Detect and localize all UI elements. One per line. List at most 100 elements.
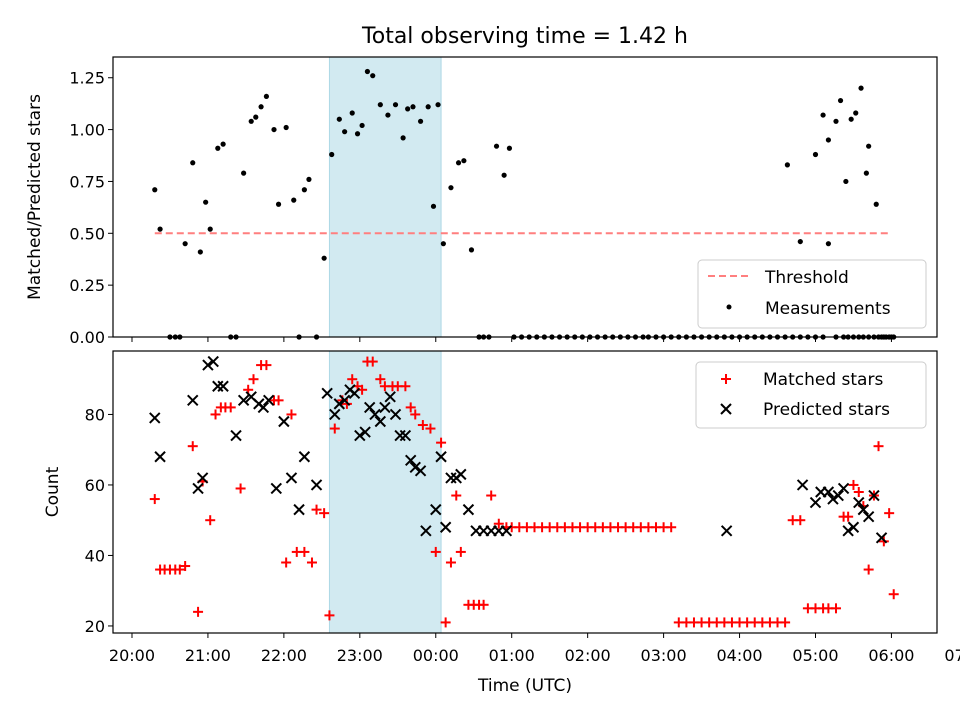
predicted-point xyxy=(445,472,457,484)
predicted-point xyxy=(847,521,860,533)
measurement-point xyxy=(370,73,376,79)
predicted-point xyxy=(187,394,199,407)
measurement-point xyxy=(784,162,790,168)
measurement-point xyxy=(253,114,259,120)
measurement-point xyxy=(377,102,383,108)
predicted-point xyxy=(359,426,371,438)
measurement-point xyxy=(248,118,254,124)
matched-point xyxy=(780,617,791,628)
predicted-point xyxy=(796,479,809,491)
y-tick-label: 60 xyxy=(85,476,105,495)
predicted-point xyxy=(333,398,346,410)
predicted-point xyxy=(374,415,387,428)
measurement-point xyxy=(258,104,264,110)
matched-point xyxy=(478,599,489,610)
matched-point xyxy=(149,494,160,505)
matched-point xyxy=(225,402,236,413)
measurement-point xyxy=(837,97,844,104)
measurement-point xyxy=(448,185,454,191)
matched-point xyxy=(329,423,340,434)
predicted-point xyxy=(192,482,204,495)
measurement-point xyxy=(385,112,391,118)
top-panel: 0.00 0.25 0.50 0.75 1.00 1.25 xyxy=(69,56,938,347)
x-tick-label: 07:00 xyxy=(944,646,960,665)
x-tick-label: 04:00 xyxy=(716,646,762,665)
matched-point xyxy=(286,409,297,420)
measurement-point xyxy=(306,176,312,182)
axes-frame xyxy=(112,350,938,634)
predicted-point xyxy=(462,503,475,516)
predicted-point xyxy=(202,359,214,371)
x-axis-label: Time (UTC) xyxy=(477,676,572,696)
measurement-point xyxy=(321,255,327,261)
matched-point xyxy=(400,381,411,392)
measurement-point xyxy=(329,151,335,158)
measurement-point xyxy=(275,201,282,207)
measurement-point xyxy=(820,112,826,118)
matched-point xyxy=(375,374,386,385)
matched-point xyxy=(884,508,895,519)
legend-predicted-label: Predicted stars xyxy=(763,400,890,420)
matched-point xyxy=(455,546,466,557)
predicted-point xyxy=(298,451,311,463)
measurement-point xyxy=(417,118,424,124)
predicted-point xyxy=(832,489,844,502)
predicted-point xyxy=(270,482,282,495)
y-tick-label: 1.25 xyxy=(69,69,105,88)
measurement-point xyxy=(263,93,270,100)
bottom-legend-box xyxy=(695,361,927,429)
measurement-point xyxy=(425,104,431,110)
measurement-point xyxy=(410,104,416,110)
y-tick-label: 80 xyxy=(85,405,105,424)
matched-point xyxy=(430,546,441,557)
y-tick-label: 0.00 xyxy=(69,328,105,347)
predicted-point xyxy=(196,472,209,484)
measurement-point xyxy=(440,241,446,247)
measurement-point xyxy=(853,110,859,116)
measurement-point xyxy=(833,118,839,124)
y-tick-label: 40 xyxy=(85,546,105,565)
x-tick-label: 02:00 xyxy=(565,646,611,665)
matched-point xyxy=(888,589,899,600)
measurement-point xyxy=(336,116,342,122)
predicted-point xyxy=(857,503,870,516)
predicted-point xyxy=(329,408,341,421)
top-y-axis-label: Matched/Predicted stars xyxy=(25,94,45,300)
predicted-point xyxy=(262,394,275,407)
matched-point xyxy=(180,561,191,572)
measurement-point xyxy=(825,137,831,143)
measurement-point xyxy=(435,102,441,108)
legend-matched-swatch xyxy=(721,374,731,384)
predicted-point xyxy=(369,408,381,421)
matched-point xyxy=(486,490,497,501)
measurement-point xyxy=(812,151,819,158)
measurement-point xyxy=(858,85,864,91)
predicted-point xyxy=(868,489,880,502)
predicted-point xyxy=(389,408,402,421)
predicted-point xyxy=(439,521,452,533)
predicted-point xyxy=(230,429,242,442)
matched-point xyxy=(281,557,292,568)
measurement-point xyxy=(866,143,872,149)
predicted-point xyxy=(837,482,850,495)
predicted-point xyxy=(430,503,442,516)
axes-frame xyxy=(112,56,938,338)
predicted-point xyxy=(212,380,224,392)
predicted-point xyxy=(149,412,161,424)
y-tick-label: 0.25 xyxy=(69,276,105,295)
measurement-point xyxy=(354,131,361,137)
x-tick-label: 20:00 xyxy=(109,646,155,665)
predicted-point xyxy=(257,401,270,414)
predicted-point xyxy=(278,415,290,428)
predicted-point xyxy=(285,472,298,484)
predicted-point xyxy=(384,391,396,403)
matched-point xyxy=(311,504,322,515)
bottom-panel: 20 40 60 80 20:00 21:00 22:00 23:00 00:00 01:00 02… xyxy=(85,350,960,665)
matched-point xyxy=(261,360,272,371)
predicted-point xyxy=(500,525,513,537)
matched-point xyxy=(853,487,864,497)
predicted-point xyxy=(822,486,835,498)
matched-point xyxy=(187,441,198,452)
matched-point xyxy=(417,420,428,431)
predicted-point xyxy=(321,387,333,400)
